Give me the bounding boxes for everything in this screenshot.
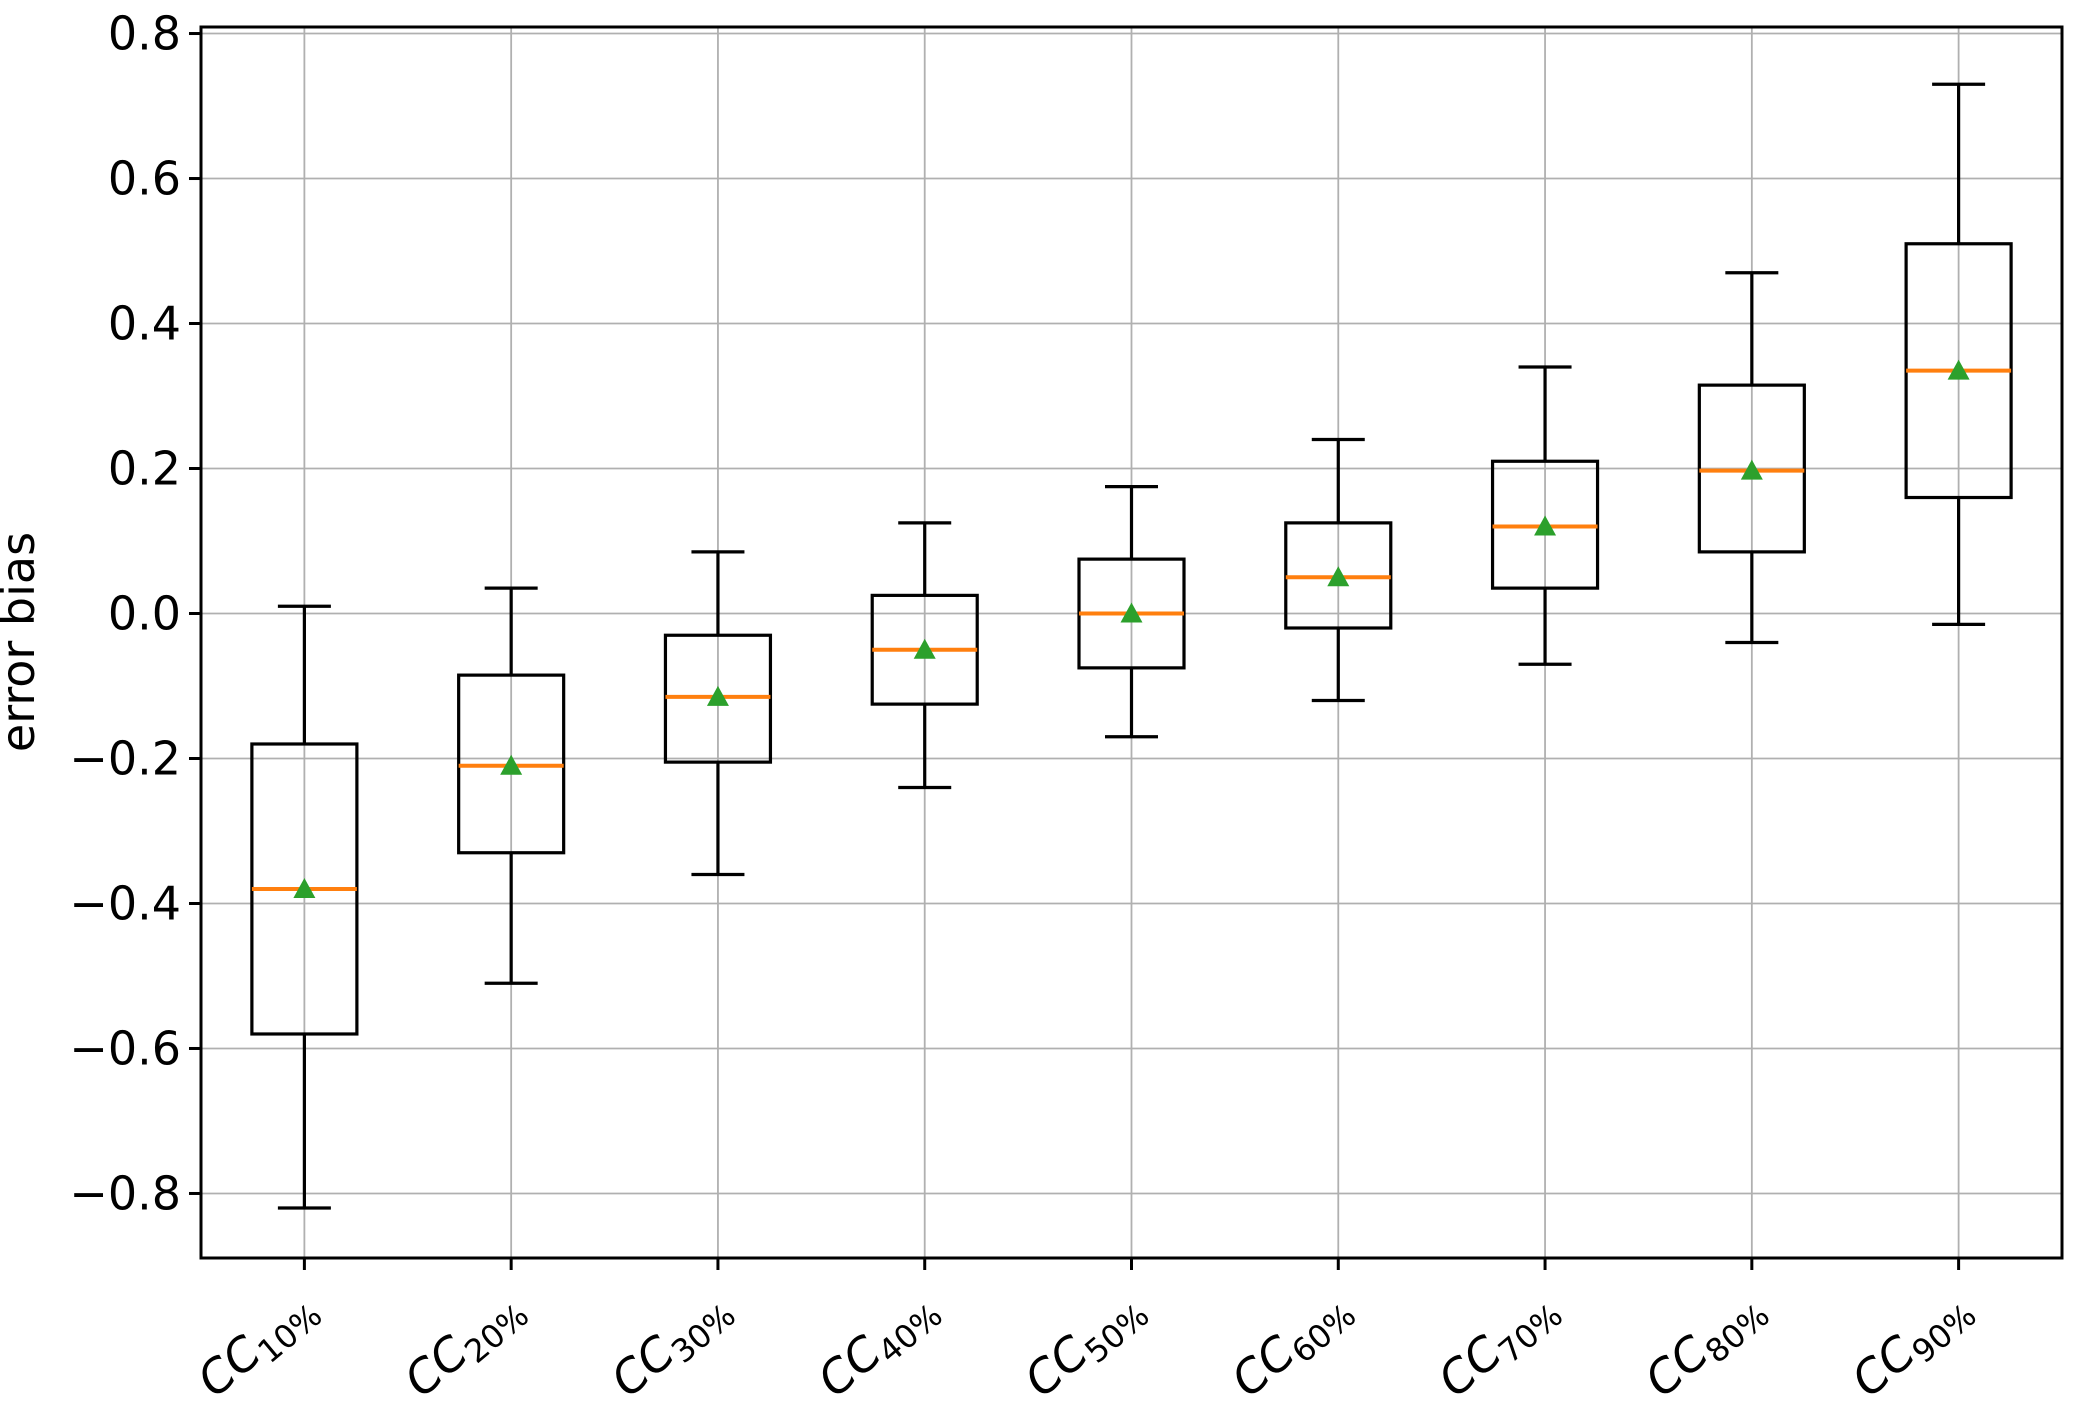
mean-marker xyxy=(913,638,936,659)
y-tick-label: −0.6 xyxy=(69,1022,181,1076)
y-tick-label: −0.4 xyxy=(69,877,181,931)
mean-marker xyxy=(1327,566,1350,587)
mean-marker xyxy=(500,754,523,775)
y-axis-label: error bias xyxy=(0,532,45,752)
mean-marker xyxy=(706,685,729,706)
y-tick-label: −0.2 xyxy=(69,732,181,786)
y-tick-label: 0.4 xyxy=(108,297,181,351)
box-cc80 xyxy=(1697,383,1806,554)
plot-border xyxy=(199,25,2064,1260)
mean-marker xyxy=(1740,459,1763,480)
y-tick-label: 0.8 xyxy=(108,7,181,61)
mean-marker xyxy=(1947,359,1970,380)
mean-marker xyxy=(1120,602,1143,623)
mean-marker xyxy=(293,877,316,898)
mean-marker xyxy=(1534,515,1557,536)
y-tick-label: −0.8 xyxy=(69,1167,181,1221)
y-tick-label: 0.0 xyxy=(108,587,181,641)
y-tick-label: 0.6 xyxy=(108,152,181,206)
y-tick-label: 0.2 xyxy=(108,442,181,496)
